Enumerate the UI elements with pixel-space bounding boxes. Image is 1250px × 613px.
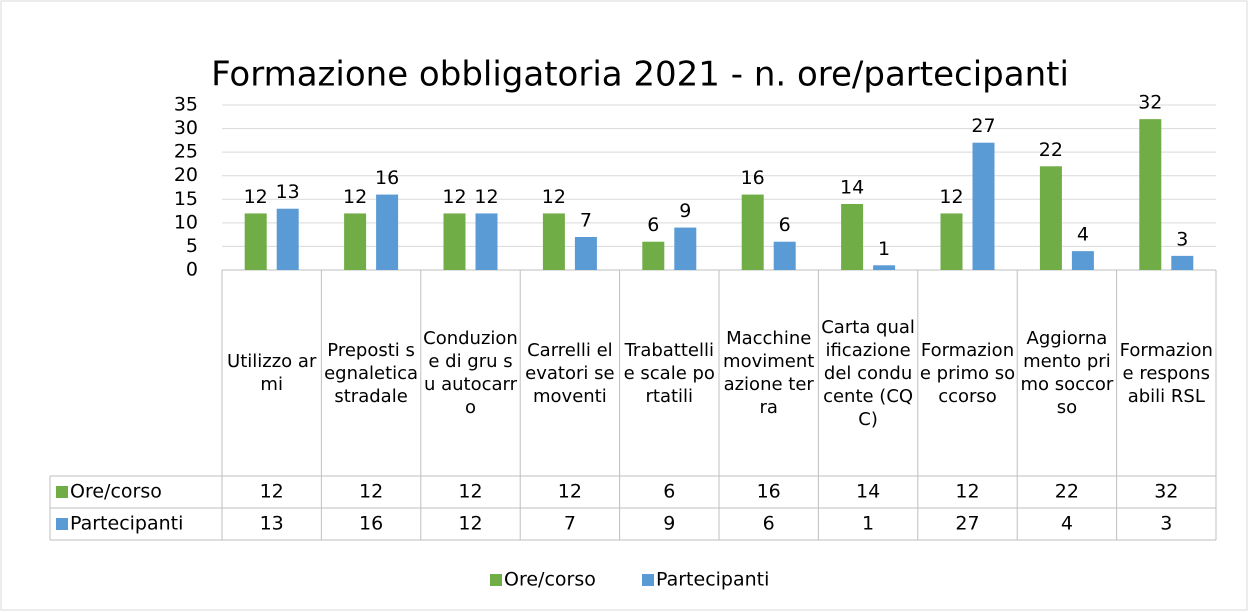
bar: [1171, 255, 1194, 270]
table-value: 12: [260, 481, 284, 503]
data-label: 13: [276, 181, 300, 203]
table-value: 12: [558, 481, 582, 503]
bar: [344, 213, 367, 270]
bar: [972, 142, 995, 270]
table-value: 6: [663, 481, 675, 503]
legend-key: [56, 518, 68, 530]
table-value: 22: [1055, 481, 1079, 503]
table-value: 6: [763, 513, 775, 535]
legend-label: Partecipanti: [656, 569, 769, 591]
table-value: 16: [359, 513, 383, 535]
y-tick-label: 0: [186, 259, 198, 281]
x-tick-label: Utilizzo armi: [227, 351, 317, 395]
data-label: 12: [542, 186, 566, 208]
table-row-label: Ore/corso: [70, 481, 162, 503]
table-value: 1: [862, 513, 874, 535]
data-label: 12: [244, 186, 268, 208]
bar: [873, 265, 896, 270]
table-value: 7: [564, 513, 576, 535]
bar: [276, 208, 299, 270]
data-label: 6: [647, 214, 659, 236]
bar: [1139, 119, 1162, 271]
data-label: 16: [741, 167, 765, 189]
data-label: 12: [442, 186, 466, 208]
bar: [542, 213, 565, 270]
y-tick-label: 35: [174, 94, 198, 116]
legend-key: [56, 486, 68, 498]
x-tick-label: Macchine movimentazione terra: [723, 328, 815, 418]
data-label: 1: [878, 238, 890, 260]
data-label: 7: [580, 210, 592, 232]
y-tick-label: 20: [174, 164, 198, 186]
y-tick-label: 25: [174, 141, 198, 163]
bar: [475, 213, 498, 270]
table-value: 14: [856, 481, 880, 503]
data-label: 14: [840, 177, 864, 199]
table-value: 3: [1160, 513, 1172, 535]
legend-label: Ore/corso: [504, 569, 596, 591]
x-tick-label: Formazione responsabili RSL: [1119, 339, 1213, 407]
table-value: 12: [359, 481, 383, 503]
bar: [940, 213, 963, 270]
data-label: 22: [1039, 139, 1063, 161]
table-value: 9: [663, 513, 675, 535]
data-label: 32: [1138, 92, 1162, 114]
table-value: 27: [955, 513, 979, 535]
y-tick-label: 10: [174, 211, 198, 233]
table-value: 12: [458, 481, 482, 503]
bar: [674, 227, 697, 270]
data-label: 12: [939, 186, 963, 208]
data-label: 12: [343, 186, 367, 208]
bar: [244, 213, 267, 270]
table-value: 16: [757, 481, 781, 503]
x-tick-label: Formazione primo soccorso: [919, 339, 1016, 407]
bar: [1071, 251, 1094, 270]
data-label: 6: [779, 214, 791, 236]
data-label: 27: [971, 115, 995, 137]
data-label: 9: [679, 200, 691, 222]
bar: [574, 237, 597, 270]
table-row-label: Partecipanti: [70, 513, 183, 535]
bar: [773, 241, 796, 270]
bar: [1039, 166, 1062, 270]
legend-key: [490, 574, 502, 586]
x-tick-label: Carta qualificazione del conducente (CQC…: [821, 316, 915, 430]
bar: [376, 194, 399, 270]
x-tick-label: Aggiornamento primo soccorso: [1020, 328, 1114, 418]
bar: [642, 241, 665, 270]
bar: [741, 194, 764, 270]
x-tick-label: Preposti segnaletica stradale: [324, 339, 419, 407]
table-value: 13: [260, 513, 284, 535]
x-tick-label: Conduzione di gru su autocarro: [423, 328, 518, 418]
table-value: 32: [1154, 481, 1178, 503]
table-value: 12: [955, 481, 979, 503]
data-label: 3: [1176, 228, 1188, 250]
chart-title: Formazione obbligatoria 2021 - n. ore/pa…: [211, 55, 1069, 95]
data-label: 16: [375, 167, 399, 189]
y-tick-label: 15: [174, 188, 198, 210]
data-label: 4: [1077, 224, 1089, 246]
bar: [841, 204, 864, 270]
table-value: 4: [1061, 513, 1073, 535]
y-tick-label: 30: [174, 117, 198, 139]
x-tick-label: Carrelli elevatori semoventi: [525, 339, 615, 407]
table-value: 12: [458, 513, 482, 535]
x-tick-label: Trabattelli e scale portatili: [623, 339, 715, 407]
bar: [443, 213, 466, 270]
data-label: 12: [474, 186, 498, 208]
legend-key: [642, 574, 654, 586]
y-tick-label: 5: [186, 235, 198, 257]
